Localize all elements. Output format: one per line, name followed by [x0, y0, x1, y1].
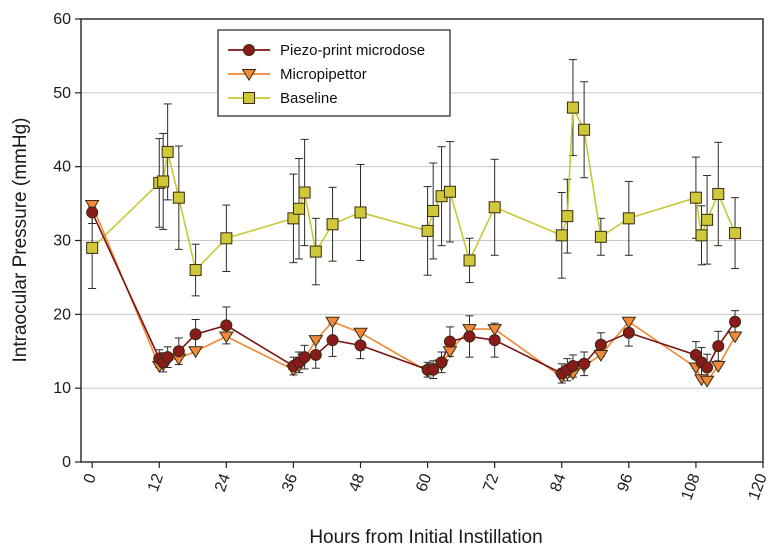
legend-label-baseline: Baseline	[280, 90, 338, 107]
piezo-print-microdose-point	[729, 315, 742, 328]
micropipettor-point	[188, 346, 203, 359]
baseline-point	[463, 254, 476, 267]
micropipettor-line	[91, 204, 736, 382]
baseline-point	[157, 175, 170, 188]
legend: Piezo-print microdose Micropipettor Baseli…	[217, 29, 451, 117]
piezo-print-microdose-point	[326, 334, 339, 347]
y-tick-label: 40	[53, 159, 71, 176]
baseline-point	[293, 202, 306, 215]
micropipettor-point	[218, 331, 234, 344]
x-axis-label: Hours from Initial Instillation	[309, 527, 542, 548]
piezo-print-microdose-point	[701, 361, 714, 374]
piezo-print-microdose-point	[354, 339, 367, 352]
series-lines	[91, 104, 736, 382]
piezo-print-microdose-point	[488, 334, 501, 347]
piezo-print-microdose-point	[443, 335, 456, 348]
baseline-point	[578, 123, 591, 136]
baseline-point	[421, 224, 434, 237]
baseline-point	[594, 230, 607, 243]
piezo-print-microdose-point	[309, 348, 322, 361]
piezo-print-microdose-point	[463, 330, 476, 343]
data-markers	[84, 101, 743, 388]
y-tick-label: 20	[53, 306, 71, 323]
micropipettor-point	[621, 316, 637, 329]
piezo-print-microdose-point	[427, 363, 440, 376]
x-tick-label: 36	[279, 471, 301, 494]
baseline-point	[622, 212, 635, 225]
baseline-point	[161, 145, 174, 158]
piezo-print-microdose-point	[298, 351, 311, 364]
legend-label-piezo-print-microdose: Piezo-print microdose	[280, 42, 425, 59]
x-tick-label: 96	[615, 471, 637, 494]
baseline-point	[354, 206, 367, 219]
piezo-print-microdose-point	[622, 326, 635, 339]
piezo-print-microdose-point	[578, 357, 591, 370]
piezo-print-microdose-point	[172, 345, 185, 358]
y-tick-label: 30	[53, 233, 71, 250]
baseline-point	[86, 241, 99, 254]
y-tick-label: 0	[62, 454, 71, 471]
baseline-point	[729, 227, 742, 240]
y-tick-label: 50	[53, 85, 71, 102]
x-tick-label: 108	[679, 471, 704, 502]
legend-label-micropipettor: Micropipettor	[280, 66, 367, 83]
baseline-point	[712, 187, 725, 200]
y-tick-label: 60	[53, 11, 71, 28]
micropipettor-point	[593, 349, 609, 362]
x-tick-label: 12	[145, 471, 167, 494]
micropipettor-point	[710, 361, 726, 373]
baseline-line	[91, 104, 736, 272]
baseline-point	[695, 229, 708, 242]
micropipettor-point	[84, 200, 100, 213]
baseline-point	[488, 201, 501, 214]
legend-marker-piezo-print-microdose	[243, 44, 255, 56]
x-tick-label: 120	[746, 471, 768, 502]
micropipettor-point	[353, 327, 368, 340]
micropipettor-point	[699, 375, 715, 388]
piezo-print-microdose-point	[189, 328, 202, 341]
baseline-point	[427, 204, 440, 217]
x-tick-label: 84	[547, 471, 569, 494]
baseline-point	[326, 218, 339, 231]
piezo-print-microdose-point	[594, 338, 607, 351]
baseline-point	[309, 245, 322, 258]
x-tick-label: 0	[81, 471, 100, 485]
micropipettor-point	[308, 335, 324, 348]
tick-labels: 0 10 20 30 40 50 60 0 12 24 36 48 60 72 84 96 108 120	[53, 11, 768, 502]
piezo-print-microdose-point	[161, 351, 174, 364]
piezo-print-microdose-point	[220, 319, 233, 332]
legend-marker-baseline	[243, 92, 255, 104]
x-tick-label: 60	[413, 471, 435, 494]
piezo-print-microdose-point	[712, 340, 725, 353]
piezo-print-microdose-point	[86, 206, 99, 219]
baseline-point	[220, 232, 233, 245]
micropipettor-point	[462, 324, 477, 337]
baseline-point	[701, 213, 714, 226]
baseline-point	[561, 210, 574, 223]
micropipettor-point	[487, 324, 503, 337]
x-tick-label: 72	[480, 471, 502, 494]
y-axis-label: Intraocular Pressure (mmHg)	[10, 118, 31, 363]
baseline-point	[172, 191, 185, 204]
baseline-point	[689, 191, 702, 204]
legend-marker-micropipettor	[241, 69, 257, 81]
x-tick-label: 24	[212, 471, 234, 494]
micropipettor-point	[325, 316, 340, 329]
y-tick-label: 10	[53, 380, 71, 397]
x-tick-label: 48	[346, 471, 368, 494]
micropipettor-point	[727, 331, 743, 344]
piezo-print-microdose-point	[435, 356, 448, 369]
baseline-point	[443, 185, 456, 198]
legend-box	[217, 29, 451, 117]
baseline-point	[566, 101, 579, 114]
piezo-print-microdose-point	[566, 360, 579, 373]
axis-ticks	[75, 18, 764, 468]
baseline-point	[298, 186, 311, 199]
baseline-point	[555, 229, 568, 242]
baseline-point	[189, 264, 202, 277]
